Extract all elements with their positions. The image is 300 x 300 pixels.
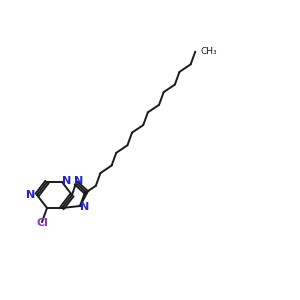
Text: Cl: Cl <box>36 218 48 228</box>
Text: N: N <box>26 190 36 200</box>
Text: N: N <box>74 176 84 186</box>
Text: N: N <box>80 202 90 212</box>
Text: N: N <box>62 176 72 186</box>
Text: CH₃: CH₃ <box>200 47 217 56</box>
